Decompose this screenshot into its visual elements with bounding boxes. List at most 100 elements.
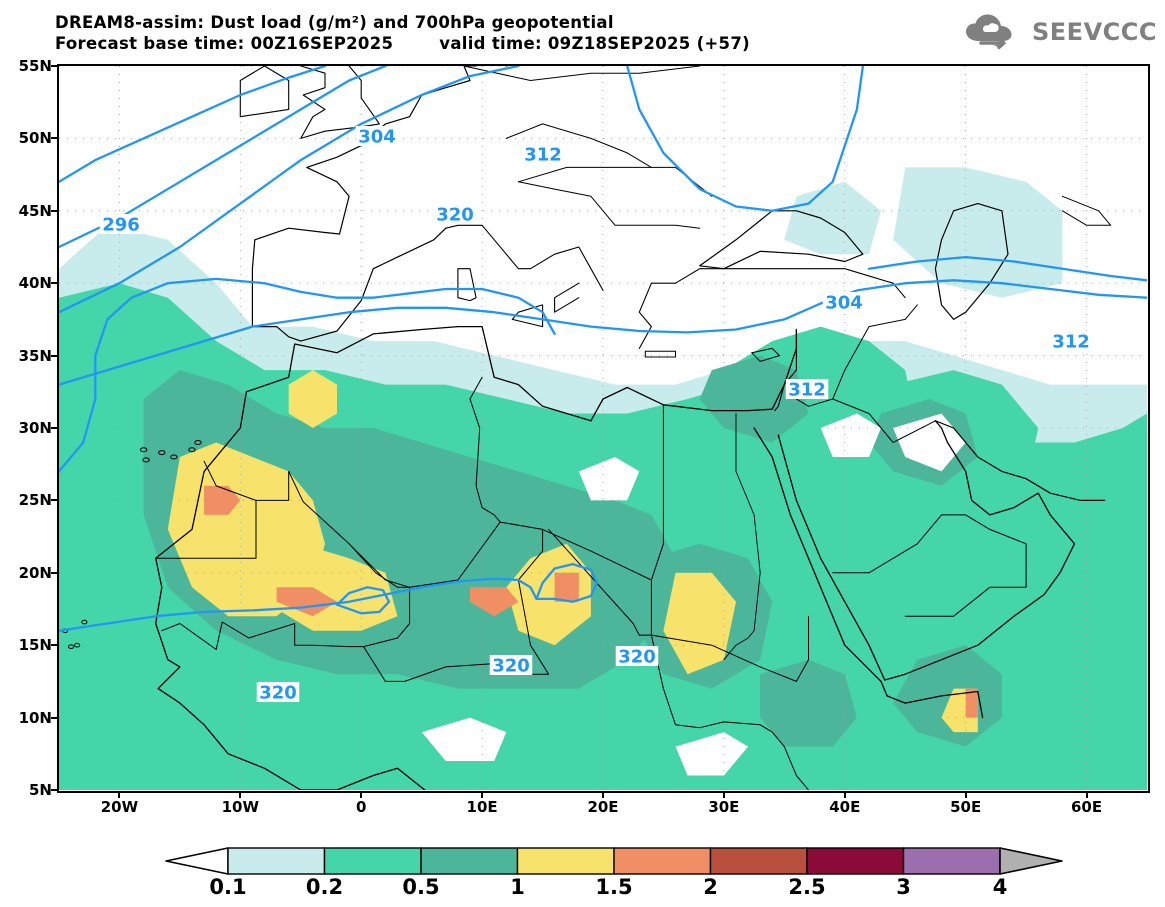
colorbar-swatch <box>516 847 615 875</box>
coastline <box>674 268 906 299</box>
island <box>142 457 150 463</box>
lon-tick <box>360 789 363 798</box>
contour-label: 304 <box>822 292 866 314</box>
lon-label: 50E <box>950 798 982 816</box>
lat-label: 30N <box>18 419 52 437</box>
lat-tick <box>51 716 60 719</box>
contour-label-text: 312 <box>524 145 562 166</box>
lon-tick <box>118 789 121 798</box>
coastline <box>650 634 785 748</box>
contour-label-text: 312 <box>1052 332 1090 353</box>
island <box>67 644 75 649</box>
isoline-312 <box>867 255 1147 282</box>
island <box>170 454 178 460</box>
isoline-312 <box>59 279 1147 386</box>
coastline <box>554 282 580 313</box>
lat-tick <box>51 354 60 357</box>
isoline-312 <box>59 66 520 314</box>
lat-label: 10N <box>18 708 52 727</box>
lat-tick <box>51 644 60 647</box>
colorbar-tick-label: 0.5 <box>402 875 440 899</box>
colorbar-tick-label: 2.5 <box>788 875 826 899</box>
coastline <box>300 66 380 139</box>
coastline <box>155 470 411 650</box>
lon-label: 10E <box>466 798 498 816</box>
dust-load-map: 296 304 312 320 304 312 312 320 320 320 <box>59 66 1147 790</box>
coastline <box>774 328 797 412</box>
lon-tick <box>481 789 484 798</box>
island <box>74 642 81 648</box>
lat-label: 40N <box>18 274 52 293</box>
geopotential-contour-labels: 296 304 312 320 304 312 312 320 320 320 <box>99 126 1093 704</box>
colorbar-tick-label: 0.1 <box>209 875 247 899</box>
coastline <box>777 434 886 681</box>
lon-tick <box>964 789 967 798</box>
contour-label-text: 312 <box>788 380 826 401</box>
coastline <box>644 350 676 358</box>
dust-hole <box>421 717 507 761</box>
coastline <box>457 268 477 302</box>
coastline <box>638 282 677 349</box>
coastline <box>753 427 984 719</box>
coastline <box>203 460 257 501</box>
lat-label: 20N <box>18 563 52 582</box>
coastline <box>832 514 1027 617</box>
chart-title: DREAM8-assim: Dust load (g/m²) and 700hP… <box>55 13 614 32</box>
lon-tick <box>843 789 846 798</box>
colorbar-swatches <box>165 847 1063 875</box>
coastline <box>251 227 341 328</box>
lat-tick <box>51 499 60 502</box>
lat-label: 25N <box>18 491 52 510</box>
chart-subtitle: Forecast base time: 00Z16SEP2025 valid t… <box>55 33 775 54</box>
contour-label-text: 296 <box>102 215 140 236</box>
dust-band-0.1 <box>893 167 1063 298</box>
colorbar-tick-label: 1 <box>510 875 525 899</box>
contour-label: 296 <box>99 214 143 236</box>
dust-band-1.5 <box>554 572 579 602</box>
dust-band-1.5 <box>276 587 337 617</box>
lon-label: 10W <box>221 798 260 816</box>
island <box>81 619 88 625</box>
contour-label-text: 320 <box>259 683 297 704</box>
lon-label: 40E <box>829 798 861 816</box>
coastline <box>699 210 864 270</box>
lat-tick <box>51 571 60 574</box>
coastline <box>348 543 411 588</box>
dust-band-0.1 <box>784 181 881 255</box>
lon-label: 60E <box>1070 798 1103 816</box>
isoline-320 <box>335 586 391 615</box>
coastline <box>884 420 1076 681</box>
island <box>194 439 202 445</box>
contour-label: 320 <box>256 682 300 704</box>
colorbar-tick-label: 0.2 <box>305 875 344 899</box>
map-plot-area: 296 304 312 320 304 312 312 320 320 320 <box>57 64 1150 793</box>
coastline <box>445 224 604 291</box>
lat-label: 55N <box>18 57 52 75</box>
contour-label: 320 <box>615 646 659 668</box>
coastline <box>517 181 701 229</box>
colorbar: 0.1 0.2 0.5 1 1.5 2 2.5 3 4 <box>0 845 1165 907</box>
logo-text: SEEVCCC <box>1032 18 1157 46</box>
lon-tick <box>1085 789 1088 798</box>
contour-label: 312 <box>1049 331 1093 353</box>
dust-band-0.5 <box>760 659 857 747</box>
colorbar-swatch <box>323 847 422 875</box>
lat-tick <box>51 282 60 285</box>
coastline <box>1061 195 1112 226</box>
coastline <box>409 376 501 588</box>
lat-label: 15N <box>18 636 52 655</box>
coastline <box>155 557 426 790</box>
lon-label: 30E <box>708 798 740 816</box>
cloud-wind-icon <box>966 14 1012 50</box>
lat-tick <box>51 137 60 140</box>
coastline <box>155 325 798 559</box>
coastline <box>751 347 780 362</box>
contour-label-text: 320 <box>436 205 474 226</box>
contour-label: 312 <box>785 379 829 401</box>
contour-label-text: 320 <box>492 656 530 677</box>
coastline <box>239 66 290 118</box>
colorbar-swatch <box>709 847 808 875</box>
dust-hole <box>820 413 881 457</box>
colorbar-arrow-low <box>165 847 229 875</box>
contour-label-text: 304 <box>825 293 863 314</box>
